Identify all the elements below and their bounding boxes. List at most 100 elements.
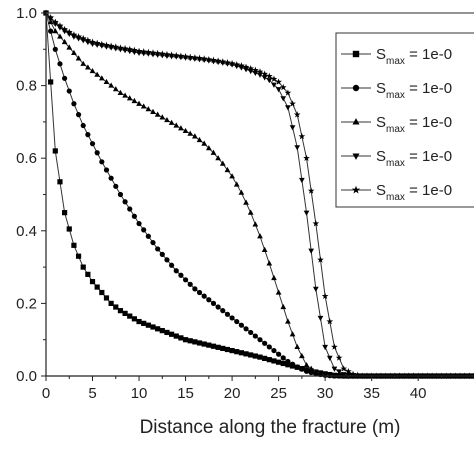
data-point-square: [224, 346, 231, 353]
data-point-star: [191, 54, 199, 61]
data-point-square: [173, 333, 179, 339]
data-point-triangle-up: [66, 44, 73, 50]
data-point-square: [234, 349, 240, 355]
data-point-circle: [52, 46, 58, 52]
data-point-circle: [71, 101, 77, 107]
data-point-circle: [243, 326, 249, 332]
data-point-star: [284, 89, 292, 96]
data-point-circle: [113, 183, 119, 189]
data-point-star: [131, 46, 138, 54]
data-point-star: [331, 343, 338, 350]
data-point-square: [271, 358, 277, 364]
data-point-triangle-up: [289, 331, 296, 337]
x-tick-label: 40: [410, 385, 427, 402]
data-point-star: [317, 256, 324, 263]
data-point-triangle-down: [303, 210, 310, 216]
data-point-star: [247, 65, 255, 72]
data-point-star: [112, 43, 120, 50]
data-point-circle: [285, 358, 291, 365]
data-point-triangle-up: [89, 67, 96, 74]
data-point-square: [229, 347, 235, 354]
data-point-square: [206, 342, 212, 348]
data-point-triangle-down: [285, 105, 291, 111]
data-point-circle: [136, 220, 142, 227]
x-tick-label: 30: [317, 385, 334, 402]
data-point-triangle-up: [266, 260, 273, 266]
legend: Smax = 1e-0 Smax = 1e-0 Smax = 1e-0 Smax = …: [335, 32, 474, 208]
data-point-star: [103, 41, 110, 48]
data-point-star: [275, 78, 282, 85]
data-point-square: [252, 353, 258, 359]
data-point-triangle-down: [280, 96, 287, 102]
data-point-triangle-up: [238, 189, 245, 195]
legend-label: Smax = 1e-0: [376, 80, 452, 101]
data-point-star: [340, 365, 348, 372]
legend-label: Smax = 1e-0: [376, 46, 452, 67]
data-point-triangle-up: [275, 289, 282, 295]
data-point-triangle-down: [289, 125, 296, 131]
data-point-circle: [252, 333, 258, 339]
data-point-triangle-up: [71, 49, 77, 56]
data-point-circle: [122, 199, 128, 205]
data-point-square: [89, 279, 96, 285]
data-point-circle: [108, 175, 114, 181]
data-point-star: [70, 31, 78, 38]
data-point-square: [210, 343, 217, 349]
data-point-circle: [173, 268, 179, 274]
data-point-triangle-up: [308, 365, 315, 371]
data-point-star: [177, 52, 185, 59]
data-point-triangle-up: [317, 370, 324, 376]
data-point-circle: [257, 337, 263, 343]
data-point-square: [201, 341, 207, 347]
x-tick-label: 25: [270, 385, 287, 402]
data-point-star: [228, 59, 236, 67]
data-point-triangle-down: [317, 315, 324, 322]
data-point-square: [145, 322, 151, 328]
data-point-triangle-up: [201, 140, 208, 146]
data-point-square: [94, 284, 100, 290]
data-point-circle: [62, 75, 68, 81]
data-point-square: [131, 316, 137, 322]
data-point-triangle-up: [75, 55, 82, 61]
data-point-triangle-up: [257, 233, 263, 239]
legend-entry-star: Smax = 1e-0: [341, 182, 452, 203]
data-point-circle: [169, 262, 175, 268]
data-point-star: [279, 83, 287, 91]
data-point-triangle-down: [326, 355, 333, 361]
data-point-triangle-down: [271, 82, 277, 88]
data-point-triangle-up: [252, 221, 259, 227]
data-point-circle: [57, 61, 63, 67]
data-point-star: [252, 66, 259, 74]
data-point-star: [121, 45, 129, 52]
data-point-square: [262, 355, 268, 361]
data-point-star: [326, 318, 334, 325]
data-point-star: [224, 59, 231, 66]
data-point-circle: [280, 355, 286, 361]
data-point-star: [61, 25, 68, 33]
data-point-circle: [215, 304, 221, 310]
data-point-triangle-up: [182, 127, 189, 134]
data-point-square: [187, 338, 193, 344]
data-point-triangle-up: [271, 274, 277, 281]
data-point-star: [98, 40, 106, 48]
legend-marker-triangle-down: [352, 153, 360, 160]
data-point-star: [135, 47, 143, 54]
data-point-circle: [155, 246, 161, 252]
data-point-triangle-up: [57, 33, 63, 39]
data-point-circle: [75, 112, 82, 118]
data-point-triangle-down: [312, 286, 319, 292]
y-tick-label: 0.0: [16, 368, 37, 385]
data-point-square: [155, 326, 161, 332]
data-point-circle: [229, 315, 235, 321]
data-point-circle: [99, 159, 105, 165]
data-point-triangle-up: [80, 60, 87, 66]
data-point-star: [158, 50, 166, 57]
data-point-square: [127, 313, 133, 319]
data-point-square: [243, 351, 249, 357]
data-point-star: [65, 28, 73, 35]
data-point-circle: [85, 132, 91, 138]
data-point-star: [154, 49, 161, 57]
data-point-circle: [150, 239, 156, 246]
data-point-star: [79, 34, 87, 42]
